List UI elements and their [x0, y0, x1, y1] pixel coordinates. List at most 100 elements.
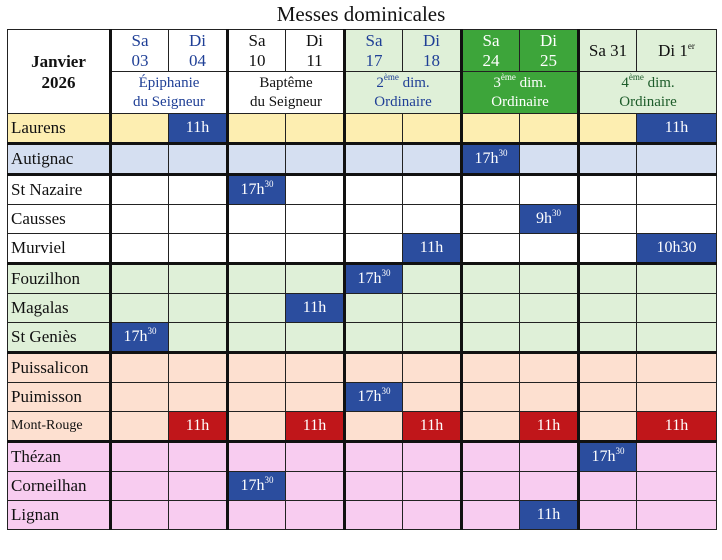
empty-cell — [636, 322, 717, 353]
empty-cell — [285, 113, 345, 144]
feast-epiphanie: Épiphanie du Seigneur — [109, 71, 228, 114]
empty-cell — [343, 173, 403, 205]
empty-cell — [343, 293, 403, 323]
empty-cell — [168, 382, 228, 412]
empty-cell — [402, 351, 462, 383]
header-row-days: Janvier 2026 Sa 03 Di 04 Sa 10 Di 11 Sa 17 Di… — [7, 29, 717, 114]
empty-cell — [109, 293, 169, 323]
empty-cell — [343, 351, 403, 383]
empty-cell — [402, 293, 462, 323]
table-row: Magalas 11h — [7, 293, 717, 323]
parish-name: Mont-Rouge — [7, 411, 112, 442]
empty-cell — [226, 204, 286, 234]
table-row: Causses 9h30 — [7, 204, 717, 234]
empty-cell — [519, 351, 579, 383]
table-row: St Geniès 17h30 — [7, 322, 717, 353]
empty-cell — [168, 142, 228, 175]
month-label: Janvier — [31, 51, 86, 71]
mass-time-cell: 11h — [285, 411, 345, 442]
empty-cell — [285, 322, 345, 353]
page-title: Messes dominicales — [276, 2, 446, 26]
empty-cell — [226, 411, 286, 442]
empty-cell — [343, 411, 403, 442]
empty-cell — [636, 471, 717, 501]
empty-cell — [343, 233, 403, 264]
parish-name: Causses — [7, 204, 112, 234]
empty-cell — [577, 204, 637, 234]
empty-cell — [519, 173, 579, 205]
empty-cell — [519, 113, 579, 144]
empty-cell — [577, 233, 637, 264]
schedule-body: Laurens 11h 11h Autignac 17h30 St Nazaire 17h3… — [7, 113, 717, 530]
empty-cell — [109, 204, 169, 234]
parish-name: Autignac — [7, 142, 112, 175]
empty-cell — [636, 262, 717, 294]
empty-cell — [168, 500, 228, 530]
parish-name: Puimisson — [7, 382, 112, 412]
empty-cell — [577, 322, 637, 353]
day-sun-18: Di 18 — [402, 29, 462, 72]
mass-time-cell: 17h30 — [226, 173, 286, 205]
parish-name: Magalas — [7, 293, 112, 323]
table-row: Mont-Rouge 11h 11h 11h 11h 11h — [7, 411, 717, 442]
table-row: Puissalicon — [7, 351, 717, 383]
mass-time-cell: 11h — [519, 411, 579, 442]
table-row: Murviel 11h 10h30 — [7, 233, 717, 264]
parish-name: St Nazaire — [7, 173, 112, 205]
empty-cell — [109, 351, 169, 383]
table-row: Puimisson 17h30 — [7, 382, 717, 412]
mass-time-cell: 11h — [519, 500, 579, 530]
day-sat-10: Sa 10 — [226, 29, 286, 72]
empty-cell — [402, 142, 462, 175]
header-row-feasts: Épiphanie du Seigneur Baptême du Seigneur … — [8, 71, 717, 114]
table-row: Fouzilhon 17h30 — [7, 262, 717, 294]
empty-cell — [460, 382, 520, 412]
empty-cell — [168, 293, 228, 323]
empty-cell — [636, 204, 717, 234]
empty-cell — [226, 233, 286, 264]
empty-cell — [460, 173, 520, 205]
empty-cell — [343, 113, 403, 144]
empty-cell — [226, 322, 286, 353]
parish-name: Laurens — [7, 113, 112, 144]
parish-name: Fouzilhon — [7, 262, 112, 294]
mass-time-cell: 11h — [636, 411, 717, 442]
empty-cell — [636, 440, 717, 472]
empty-cell — [285, 471, 345, 501]
empty-cell — [402, 322, 462, 353]
empty-cell — [402, 204, 462, 234]
empty-cell — [402, 173, 462, 205]
mass-time-cell: 9h30 — [519, 204, 579, 234]
empty-cell — [226, 262, 286, 294]
empty-cell — [577, 382, 637, 412]
parish-name: Murviel — [7, 233, 112, 264]
empty-cell — [285, 142, 345, 175]
empty-cell — [285, 173, 345, 205]
feast-3eme-dim: 3ème dim. Ordinaire — [460, 71, 579, 114]
empty-cell — [168, 471, 228, 501]
empty-cell — [636, 173, 717, 205]
empty-cell — [226, 382, 286, 412]
empty-cell — [577, 173, 637, 205]
empty-cell — [460, 113, 520, 144]
empty-cell — [402, 113, 462, 144]
table-row: St Nazaire 17h30 — [7, 173, 717, 205]
feast-2eme-dim: 2ème dim. Ordinaire — [343, 71, 462, 114]
empty-cell — [109, 113, 169, 144]
day-sun-01: Di 1er — [636, 29, 717, 72]
empty-cell — [168, 204, 228, 234]
day-sun-25: Di 25 — [519, 29, 579, 72]
empty-cell — [519, 262, 579, 294]
empty-cell — [109, 233, 169, 264]
mass-time-cell: 11h — [168, 411, 228, 442]
empty-cell — [519, 142, 579, 175]
empty-cell — [285, 500, 345, 530]
empty-cell — [343, 142, 403, 175]
empty-cell — [460, 293, 520, 323]
empty-cell — [519, 440, 579, 472]
empty-cell — [636, 382, 717, 412]
empty-cell — [460, 411, 520, 442]
mass-time-cell: 11h — [402, 233, 462, 264]
empty-cell — [519, 233, 579, 264]
empty-cell — [109, 440, 169, 472]
